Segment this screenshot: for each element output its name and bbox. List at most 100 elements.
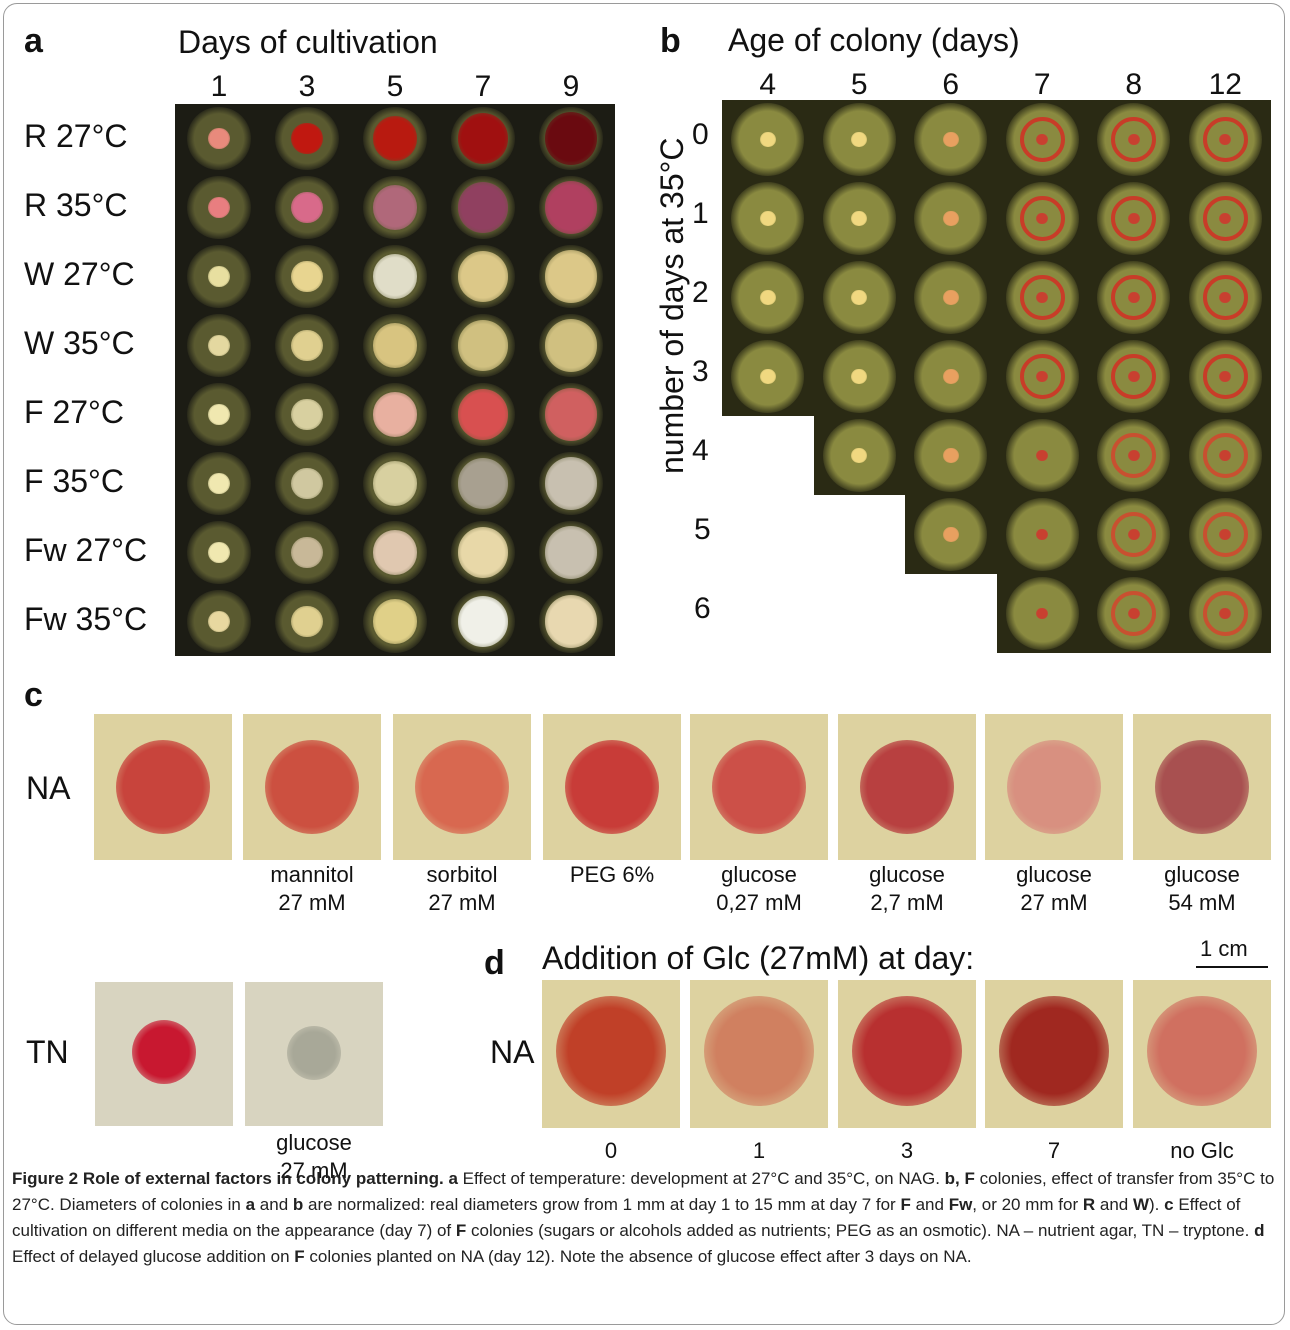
panel-a-row-label: W 35°C bbox=[24, 325, 135, 361]
colony-photo bbox=[175, 380, 263, 449]
colony-photo bbox=[175, 311, 263, 380]
colony-photo bbox=[439, 449, 527, 518]
colony-photo bbox=[175, 242, 263, 311]
colony bbox=[457, 527, 509, 578]
colony-photo bbox=[905, 179, 997, 258]
panel-d-letter: d bbox=[484, 944, 505, 982]
medium-label-line1: glucose bbox=[1164, 862, 1240, 887]
colony bbox=[852, 996, 962, 1106]
colony-photo bbox=[175, 518, 263, 587]
colony bbox=[851, 368, 868, 385]
medium-label-line1: mannitol bbox=[270, 862, 354, 887]
colony-photo bbox=[1088, 100, 1180, 179]
caption-and1: and bbox=[259, 1195, 289, 1214]
colony bbox=[116, 740, 210, 834]
colony bbox=[1127, 528, 1140, 541]
panel-a-column-label: 7 bbox=[474, 70, 492, 103]
caption-w: W bbox=[1132, 1195, 1150, 1214]
colony bbox=[208, 334, 230, 357]
colony bbox=[942, 368, 959, 385]
panel-b-row-label: 2 bbox=[692, 276, 709, 309]
colony-ring bbox=[1111, 274, 1157, 321]
colony bbox=[291, 191, 323, 224]
colony-photo bbox=[1179, 495, 1271, 574]
colony bbox=[1127, 607, 1140, 620]
colony bbox=[372, 185, 418, 230]
medium-label-line1: glucose bbox=[869, 862, 945, 887]
colony bbox=[208, 472, 230, 495]
colony bbox=[1219, 449, 1232, 462]
panel-b-column-label: 5 bbox=[850, 68, 868, 101]
colony bbox=[860, 740, 954, 834]
glucose-addition-photo bbox=[542, 980, 680, 1128]
scale-bar-label: 1 cm bbox=[1200, 936, 1248, 961]
colony-ring bbox=[1111, 195, 1157, 242]
panel-b-column-label: 7 bbox=[1033, 68, 1051, 101]
colony bbox=[291, 260, 323, 293]
colony-photo bbox=[1088, 179, 1180, 258]
caption-d-text1: Effect of delayed glucose addition on bbox=[12, 1247, 290, 1266]
colony bbox=[942, 526, 959, 543]
caption-a2: a bbox=[245, 1195, 256, 1214]
glucose-addition-photo bbox=[838, 980, 976, 1128]
colony bbox=[1155, 740, 1249, 834]
panel-a-row-label: F 35°C bbox=[24, 463, 124, 499]
colony-photo bbox=[722, 258, 814, 337]
caption-c-text2: colonies (sugars or alcohols added as nu… bbox=[471, 1221, 1250, 1240]
colony bbox=[291, 536, 323, 569]
colony bbox=[942, 447, 959, 464]
colony-ring bbox=[1202, 590, 1248, 637]
colony bbox=[208, 127, 230, 150]
caption-r: R bbox=[1082, 1195, 1096, 1214]
panel-c-letter: c bbox=[24, 676, 43, 714]
colony-ring bbox=[1019, 353, 1065, 400]
colony bbox=[759, 368, 776, 385]
colony-photo bbox=[527, 587, 615, 656]
colony bbox=[1127, 291, 1140, 304]
colony bbox=[372, 530, 418, 575]
medium-label-line2: 2,7 mM bbox=[870, 890, 944, 915]
colony bbox=[457, 320, 509, 371]
caption-f3: F bbox=[294, 1247, 305, 1266]
medium-label-line1: glucose bbox=[276, 1130, 352, 1155]
colony-photo bbox=[527, 104, 615, 173]
colony-photo bbox=[722, 337, 814, 416]
colony-photo bbox=[527, 449, 615, 518]
medium-label-line1: sorbitol bbox=[426, 862, 498, 887]
colony bbox=[291, 467, 323, 500]
panel-a-row-label: F 27°C bbox=[24, 394, 124, 430]
colony bbox=[372, 254, 418, 299]
caption-or-text: , or 20 mm for bbox=[972, 1195, 1079, 1214]
caption-f2: F bbox=[455, 1221, 467, 1240]
colony bbox=[457, 251, 509, 302]
colony bbox=[372, 461, 418, 506]
colony bbox=[544, 388, 598, 441]
colony-photo bbox=[527, 311, 615, 380]
medium-label-line2: 27 mM bbox=[428, 890, 496, 915]
scale-bar bbox=[1196, 966, 1268, 968]
panel-a-column-label: 3 bbox=[298, 70, 316, 103]
colony bbox=[1219, 370, 1232, 383]
colony bbox=[208, 196, 230, 219]
colony bbox=[1007, 740, 1101, 834]
colony bbox=[759, 131, 776, 148]
caption-b2: b bbox=[292, 1195, 304, 1214]
colony-photo bbox=[263, 449, 351, 518]
day-label: 3 bbox=[900, 1138, 914, 1163]
colony bbox=[1219, 607, 1232, 620]
colony-photo bbox=[527, 380, 615, 449]
colony-photo bbox=[1088, 574, 1180, 653]
colony-photo bbox=[905, 100, 997, 179]
medium-photo bbox=[1133, 714, 1271, 860]
colony bbox=[942, 131, 959, 148]
colony-ring bbox=[1202, 511, 1248, 558]
colony-photo bbox=[1088, 258, 1180, 337]
colony-ring bbox=[1111, 353, 1157, 400]
colony bbox=[1036, 370, 1049, 383]
colony bbox=[291, 122, 323, 155]
colony bbox=[544, 181, 598, 234]
colony-photo bbox=[439, 173, 527, 242]
colony-photo bbox=[527, 518, 615, 587]
panel-b-letter: b bbox=[660, 22, 681, 60]
colony bbox=[132, 1020, 196, 1084]
